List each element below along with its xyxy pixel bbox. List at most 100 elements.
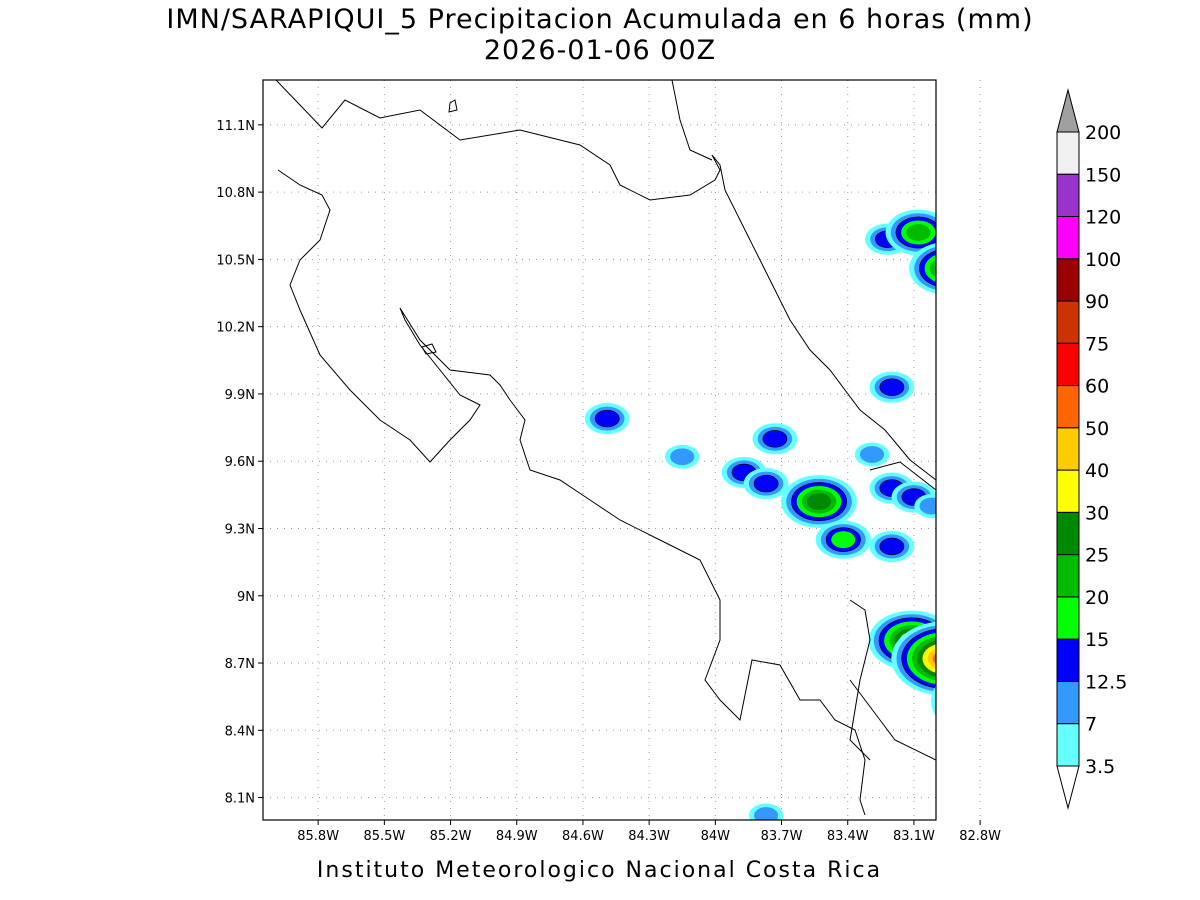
legend-swatch (1056, 427, 1080, 471)
legend-swatch (1056, 385, 1080, 429)
coastline-caribbean (275, 80, 936, 481)
nicoya-island (421, 343, 437, 355)
lat-tick-label: 9N (237, 590, 255, 605)
lon-tick-label: 85.2W (430, 829, 472, 844)
precip-cell (891, 621, 936, 696)
precip-contour (989, 291, 1034, 322)
legend-swatch (1056, 723, 1080, 767)
precip-contour (989, 709, 1024, 733)
legend-label: 150 (1085, 164, 1121, 186)
precip-cell (743, 468, 789, 500)
legend-label: 25 (1085, 545, 1109, 567)
map-footer: Instituto Meteorologico Nacional Costa R… (316, 858, 883, 883)
legend-label: 60 (1085, 376, 1109, 398)
map-grid (263, 80, 981, 820)
lon-tick-label: 84.9W (496, 829, 538, 844)
precipitation-cells (584, 209, 1034, 820)
legend-swatch (1056, 258, 1080, 302)
legend-label: 3.5 (1085, 756, 1115, 778)
map-axes: 85.8W 85.5W 85.2W 84.9W 84.6W 84.3W 84W 83.7W 83… (216, 119, 1001, 844)
precip-contour (972, 693, 996, 710)
coastline-border-panama (849, 599, 871, 761)
precip-cell (969, 522, 1014, 553)
precip-cell (909, 243, 936, 294)
color-legend: 200 150 120 100 90 75 60 50 40 30 25 20 15 12.5 7 3.5 (1056, 88, 1127, 810)
precip-contour (806, 493, 832, 510)
precip-contour (962, 686, 1007, 717)
precip-contour (594, 409, 620, 428)
lon-tick-label: 82.8W (959, 829, 1001, 844)
precip-contour (958, 281, 993, 305)
coastline-border-nicaragua (671, 80, 713, 161)
precip-contour (948, 274, 1003, 312)
lake-island (448, 99, 458, 113)
precip-cell (664, 444, 700, 469)
coastline-pacific (277, 169, 866, 816)
precip-contour (994, 294, 1029, 318)
precip-cell (914, 494, 936, 519)
precip-cell (584, 403, 630, 435)
map-frame (262, 79, 937, 821)
lon-tick-label: 84W (701, 829, 731, 844)
precip-contour (831, 531, 856, 549)
precip-contour (967, 689, 1002, 713)
lat-tick-label: 9.6N (225, 455, 255, 470)
legend-swatch (1056, 131, 1080, 175)
lat-tick-label: 8.4N (225, 724, 255, 739)
precip-contour (762, 430, 788, 448)
precip-contour (979, 529, 1003, 546)
legend-arrow-bottom (1056, 765, 1080, 810)
precip-contour (932, 652, 936, 665)
legend-label: 100 (1085, 249, 1121, 271)
precip-contour (670, 448, 695, 466)
precip-cell (869, 530, 915, 563)
legend-swatch (1056, 596, 1080, 640)
precip-cell (931, 668, 1033, 735)
lat-tick-label: 9.9N (225, 388, 255, 403)
legend-swatch (1056, 469, 1080, 513)
coastline-east (869, 461, 936, 491)
coastline (275, 80, 936, 816)
legend-label: 30 (1085, 502, 1109, 524)
precip-contour (998, 685, 1033, 709)
legend-label: 15 (1085, 629, 1109, 651)
legend-swatch (1056, 216, 1080, 260)
map-subtitle: 2026-01-06 00Z (483, 35, 717, 66)
precip-cell (748, 803, 784, 820)
legend-label: 200 (1085, 122, 1121, 144)
precip-contour (957, 682, 1012, 720)
precip-contour (934, 264, 936, 272)
legend-label: 50 (1085, 418, 1109, 440)
lon-tick-label: 84.3W (628, 829, 670, 844)
precip-contour (941, 671, 1027, 731)
lon-tick-label: 83.4W (827, 829, 869, 844)
map-title: IMN/SARAPIQUI_5 Precipitacion Acumulada … (166, 4, 1034, 35)
legend-label: 120 (1085, 207, 1121, 229)
precip-contour (919, 497, 936, 515)
legend-swatch (1056, 300, 1080, 344)
lat-tick-label: 11.1N (216, 119, 255, 134)
precip-contour (927, 648, 936, 669)
precip-cell (948, 274, 1003, 312)
precip-cell (815, 520, 871, 559)
precip-contour (999, 298, 1023, 315)
lat-tick-label: 8.1N (225, 792, 255, 807)
lon-tick-label: 85.5W (363, 829, 405, 844)
lon-tick-label: 85.8W (297, 829, 339, 844)
precip-cell (998, 685, 1033, 709)
precip-contour (753, 474, 779, 493)
precip-contour (952, 678, 1018, 724)
precip-contour (947, 675, 1023, 728)
precip-contour (964, 285, 988, 302)
lat-tick-label: 8.7N (225, 657, 255, 672)
lat-tick-label: 10.2N (216, 321, 255, 336)
precip-contour (929, 259, 936, 278)
precip-contour (936, 668, 1033, 735)
precip-cell (869, 371, 915, 403)
legend-label: 75 (1085, 333, 1109, 355)
precip-contour (906, 224, 931, 241)
precip-contour (969, 522, 1014, 553)
precip-contour (754, 807, 779, 820)
legend-label: 7 (1085, 714, 1097, 736)
